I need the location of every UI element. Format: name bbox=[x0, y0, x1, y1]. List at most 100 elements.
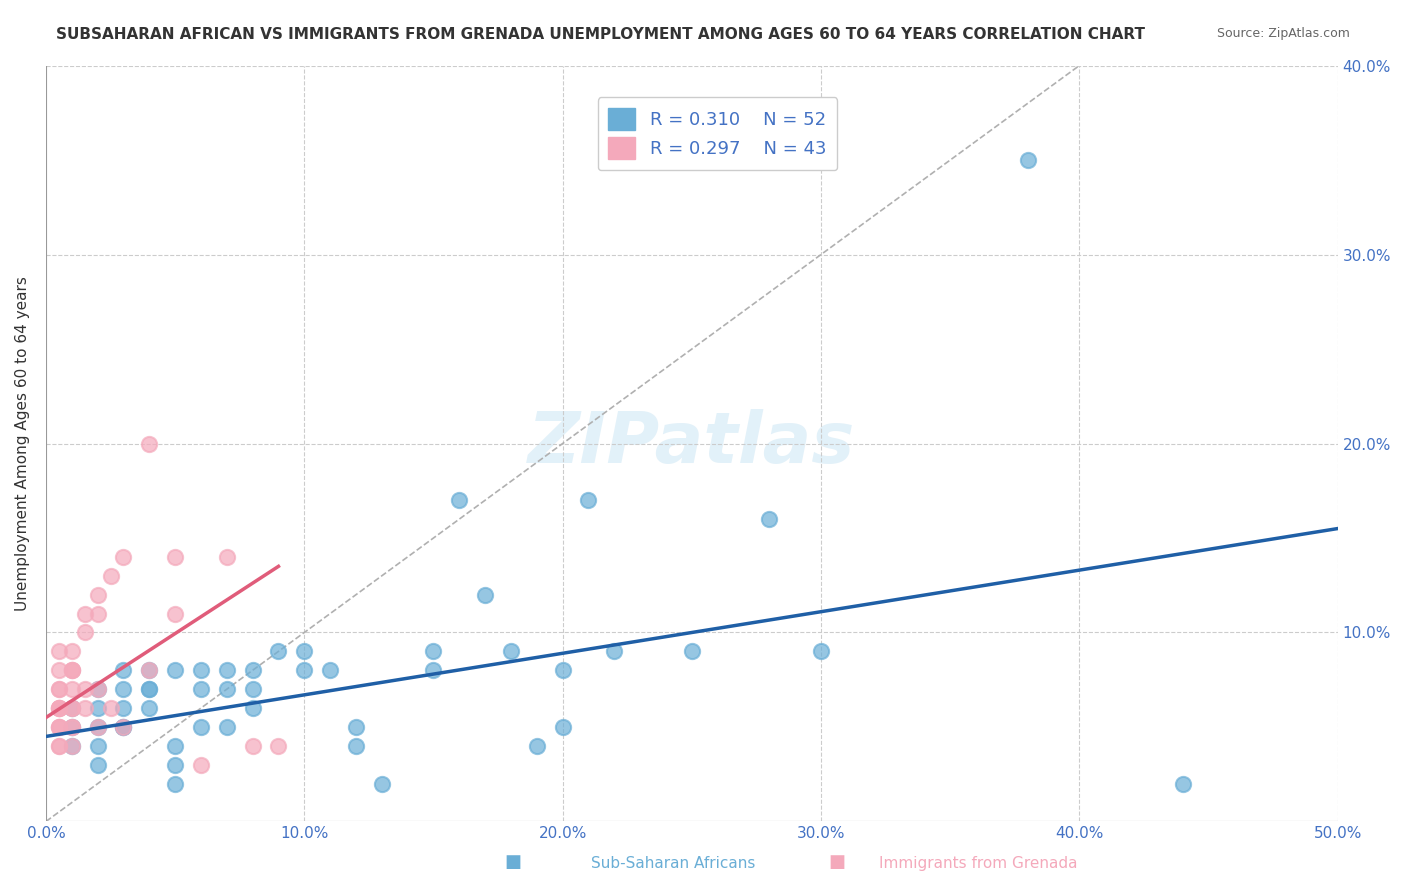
Point bbox=[138, 701, 160, 715]
Point bbox=[48, 682, 70, 697]
Point bbox=[48, 701, 70, 715]
Point bbox=[267, 644, 290, 658]
Point bbox=[60, 663, 83, 677]
Text: SUBSAHARAN AFRICAN VS IMMIGRANTS FROM GRENADA UNEMPLOYMENT AMONG AGES 60 TO 64 Y: SUBSAHARAN AFRICAN VS IMMIGRANTS FROM GR… bbox=[56, 27, 1146, 42]
Point bbox=[165, 549, 187, 564]
Point bbox=[73, 607, 96, 621]
Point bbox=[422, 663, 444, 677]
Point bbox=[86, 739, 108, 753]
Point bbox=[48, 720, 70, 734]
Point bbox=[48, 682, 70, 697]
Point bbox=[48, 644, 70, 658]
Point bbox=[344, 739, 367, 753]
Point bbox=[551, 720, 574, 734]
Point bbox=[215, 720, 238, 734]
Point bbox=[48, 663, 70, 677]
Point bbox=[551, 663, 574, 677]
Text: ■: ■ bbox=[505, 854, 522, 871]
Point bbox=[86, 588, 108, 602]
Point bbox=[242, 682, 264, 697]
Point bbox=[215, 549, 238, 564]
Point bbox=[60, 720, 83, 734]
Point bbox=[138, 682, 160, 697]
Point bbox=[60, 644, 83, 658]
Point bbox=[60, 663, 83, 677]
Point bbox=[165, 739, 187, 753]
Point bbox=[112, 720, 135, 734]
Point bbox=[48, 701, 70, 715]
Point bbox=[603, 644, 626, 658]
Point bbox=[60, 663, 83, 677]
Point bbox=[86, 701, 108, 715]
Point bbox=[138, 663, 160, 677]
Point bbox=[526, 739, 548, 753]
Point bbox=[242, 663, 264, 677]
Point bbox=[449, 493, 471, 508]
Point bbox=[86, 682, 108, 697]
Point bbox=[215, 663, 238, 677]
Point bbox=[60, 701, 83, 715]
Legend: R = 0.310    N = 52, R = 0.297    N = 43: R = 0.310 N = 52, R = 0.297 N = 43 bbox=[598, 97, 837, 170]
Point bbox=[60, 739, 83, 753]
Point bbox=[48, 720, 70, 734]
Point bbox=[112, 663, 135, 677]
Text: Sub-Saharan Africans: Sub-Saharan Africans bbox=[591, 856, 755, 871]
Point bbox=[48, 701, 70, 715]
Text: ZIPatlas: ZIPatlas bbox=[529, 409, 855, 478]
Point bbox=[60, 720, 83, 734]
Point bbox=[578, 493, 600, 508]
Y-axis label: Unemployment Among Ages 60 to 64 years: Unemployment Among Ages 60 to 64 years bbox=[15, 277, 30, 611]
Point bbox=[292, 644, 315, 658]
Point bbox=[371, 777, 394, 791]
Point bbox=[60, 682, 83, 697]
Point bbox=[60, 701, 83, 715]
Point bbox=[810, 644, 832, 658]
Point bbox=[60, 701, 83, 715]
Point bbox=[60, 739, 83, 753]
Point bbox=[292, 663, 315, 677]
Point bbox=[190, 663, 212, 677]
Point bbox=[1017, 153, 1039, 167]
Text: Immigrants from Grenada: Immigrants from Grenada bbox=[879, 856, 1077, 871]
Point bbox=[48, 720, 70, 734]
Point bbox=[190, 757, 212, 772]
Point bbox=[1171, 777, 1194, 791]
Point bbox=[267, 739, 290, 753]
Point bbox=[138, 436, 160, 450]
Point bbox=[112, 682, 135, 697]
Point bbox=[190, 682, 212, 697]
Point bbox=[242, 739, 264, 753]
Point bbox=[474, 588, 496, 602]
Point bbox=[422, 644, 444, 658]
Point bbox=[100, 569, 122, 583]
Point bbox=[165, 777, 187, 791]
Point bbox=[86, 757, 108, 772]
Point bbox=[215, 682, 238, 697]
Point bbox=[48, 739, 70, 753]
Point bbox=[319, 663, 342, 677]
Point bbox=[73, 682, 96, 697]
Point bbox=[681, 644, 703, 658]
Point bbox=[165, 757, 187, 772]
Point bbox=[112, 720, 135, 734]
Point bbox=[138, 682, 160, 697]
Text: ■: ■ bbox=[828, 854, 845, 871]
Point bbox=[60, 720, 83, 734]
Point bbox=[112, 549, 135, 564]
Point bbox=[138, 663, 160, 677]
Text: Source: ZipAtlas.com: Source: ZipAtlas.com bbox=[1216, 27, 1350, 40]
Point bbox=[48, 739, 70, 753]
Point bbox=[73, 701, 96, 715]
Point bbox=[86, 720, 108, 734]
Point bbox=[190, 720, 212, 734]
Point bbox=[165, 607, 187, 621]
Point bbox=[86, 607, 108, 621]
Point bbox=[86, 682, 108, 697]
Point bbox=[112, 720, 135, 734]
Point bbox=[344, 720, 367, 734]
Point bbox=[48, 701, 70, 715]
Point bbox=[86, 720, 108, 734]
Point bbox=[499, 644, 522, 658]
Point bbox=[100, 701, 122, 715]
Point bbox=[73, 625, 96, 640]
